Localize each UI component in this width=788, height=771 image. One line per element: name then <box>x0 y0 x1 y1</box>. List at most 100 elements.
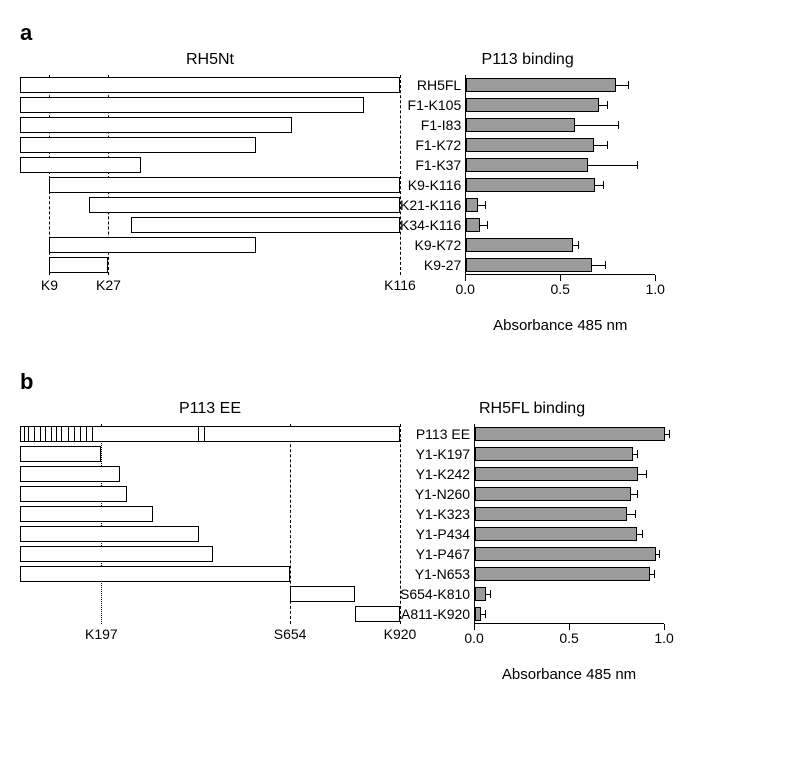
data-bar <box>466 238 572 252</box>
chart-b-plot <box>474 424 664 624</box>
error-cap <box>490 590 491 598</box>
data-bar <box>475 467 638 481</box>
error-bar <box>480 225 488 226</box>
guide-line <box>101 424 102 624</box>
error-bar <box>592 265 605 266</box>
data-bar <box>475 587 486 601</box>
p113ee-title: P113 EE <box>20 400 400 418</box>
chart-ylabel: F1-K105 <box>408 95 462 115</box>
chart-ylabel: K34-K116 <box>400 215 461 235</box>
error-cap <box>485 201 486 209</box>
error-bar <box>627 514 635 515</box>
data-bar <box>466 178 595 192</box>
fragment-bar <box>20 566 290 582</box>
chart-ylabel: Y1-N260 <box>415 484 470 504</box>
error-cap <box>618 121 619 129</box>
panel-a-body: RH5Nt K9K27K116 P113 binding RH5FLF1-K10… <box>20 51 768 334</box>
error-cap <box>605 261 606 269</box>
rh5fl-binding-title: RH5FL binding <box>400 400 664 418</box>
degenerate-repeat-tick <box>24 426 25 442</box>
error-cap <box>485 610 486 618</box>
data-bar <box>466 198 477 212</box>
chart-a-plot <box>465 75 655 275</box>
panel-b-body: P113 EE K197S654K920 RH5FL binding P113 … <box>20 400 768 683</box>
error-cap <box>642 530 643 538</box>
fragment-bar <box>20 526 199 542</box>
chart-a-xlabel: Absorbance 485 nm <box>465 317 655 334</box>
fragment-bar <box>20 546 213 562</box>
data-bar <box>466 78 616 92</box>
data-bar <box>466 218 479 232</box>
data-bar <box>466 138 593 152</box>
fragment-bar <box>290 586 354 602</box>
degenerate-repeat-tick <box>204 426 205 442</box>
fragment-bar <box>49 237 255 253</box>
rh5nt-guide-labels: K9K27K116 <box>20 277 400 297</box>
degenerate-repeat-tick <box>56 426 57 442</box>
error-cap <box>628 81 629 89</box>
p113ee-guide-labels: K197S654K920 <box>20 626 400 646</box>
chart-ylabel: F1-K72 <box>415 135 461 155</box>
data-bar <box>475 507 627 521</box>
p113-binding-title: P113 binding <box>400 51 655 69</box>
data-bar <box>475 527 637 541</box>
degenerate-repeat-tick <box>61 426 62 442</box>
fragment-bar <box>20 446 101 462</box>
degenerate-repeat-tick <box>40 426 41 442</box>
fragment-bar <box>20 97 364 113</box>
x-tick-label: 1.0 <box>654 630 673 646</box>
x-tick-label: 1.0 <box>646 281 665 297</box>
fragment-bar <box>20 77 400 93</box>
rh5nt-diagram: RH5Nt K9K27K116 <box>20 51 400 297</box>
fragment-bar <box>20 506 153 522</box>
rh5nt-title: RH5Nt <box>20 51 400 69</box>
error-cap <box>637 161 638 169</box>
fragment-bar <box>20 426 400 442</box>
error-bar <box>638 474 646 475</box>
chart-b-ylabels: P113 EEY1-K197Y1-K242Y1-N260Y1-K323Y1-P4… <box>400 424 474 683</box>
fragment-bar <box>20 117 292 133</box>
error-bar <box>595 185 603 186</box>
chart-ylabel: S654-K810 <box>400 584 470 604</box>
panel-a-label: a <box>20 20 768 46</box>
fragment-bar <box>89 197 400 213</box>
chart-ylabel: RH5FL <box>417 75 461 95</box>
fragment-bar <box>355 606 400 622</box>
error-cap <box>607 141 608 149</box>
data-bar <box>466 158 588 172</box>
fragment-bar <box>20 486 127 502</box>
chart-ylabel: Y1-P434 <box>416 524 470 544</box>
guide-label: K27 <box>96 277 121 293</box>
fragment-bar <box>20 137 256 153</box>
degenerate-repeat-tick <box>92 426 93 442</box>
chart-ylabel: K9-27 <box>424 255 461 275</box>
data-bar <box>475 447 633 461</box>
degenerate-repeat-tick <box>86 426 87 442</box>
data-bar <box>475 487 631 501</box>
error-cap <box>487 221 488 229</box>
error-bar <box>594 145 607 146</box>
rh5fl-binding-chart: RH5FL binding P113 EEY1-K197Y1-K242Y1-N2… <box>400 400 664 683</box>
panel-a: a RH5Nt K9K27K116 P113 binding RH5FLF1-K… <box>20 20 768 334</box>
chart-ylabel: F1-I83 <box>421 115 461 135</box>
degenerate-repeat-tick <box>198 426 199 442</box>
chart-b-body: P113 EEY1-K197Y1-K242Y1-N260Y1-K323Y1-P4… <box>400 424 664 683</box>
degenerate-repeat-tick <box>51 426 52 442</box>
chart-b-xlabel: Absorbance 485 nm <box>474 666 664 683</box>
rh5nt-bars-region <box>20 75 400 275</box>
chart-ylabel: K21-K116 <box>400 195 461 215</box>
panel-b-label: b <box>20 369 768 395</box>
chart-ylabel: Y1-K323 <box>416 504 470 524</box>
error-bar <box>478 205 486 206</box>
chart-b-xticks: 0.00.51.0 <box>474 624 664 644</box>
error-cap <box>659 550 660 558</box>
error-bar <box>599 105 607 106</box>
guide-label: S654 <box>274 626 307 642</box>
x-tick-label: 0.0 <box>456 281 475 297</box>
error-bar <box>588 165 637 166</box>
p113-binding-chart: P113 binding RH5FLF1-K105F1-I83F1-K72F1-… <box>400 51 655 334</box>
chart-a-body: RH5FLF1-K105F1-I83F1-K72F1-K37K9-K116K21… <box>400 75 655 334</box>
data-bar <box>466 98 599 112</box>
error-cap <box>669 430 670 438</box>
panel-b: b P113 EE K197S654K920 RH5FL binding P11… <box>20 369 768 683</box>
